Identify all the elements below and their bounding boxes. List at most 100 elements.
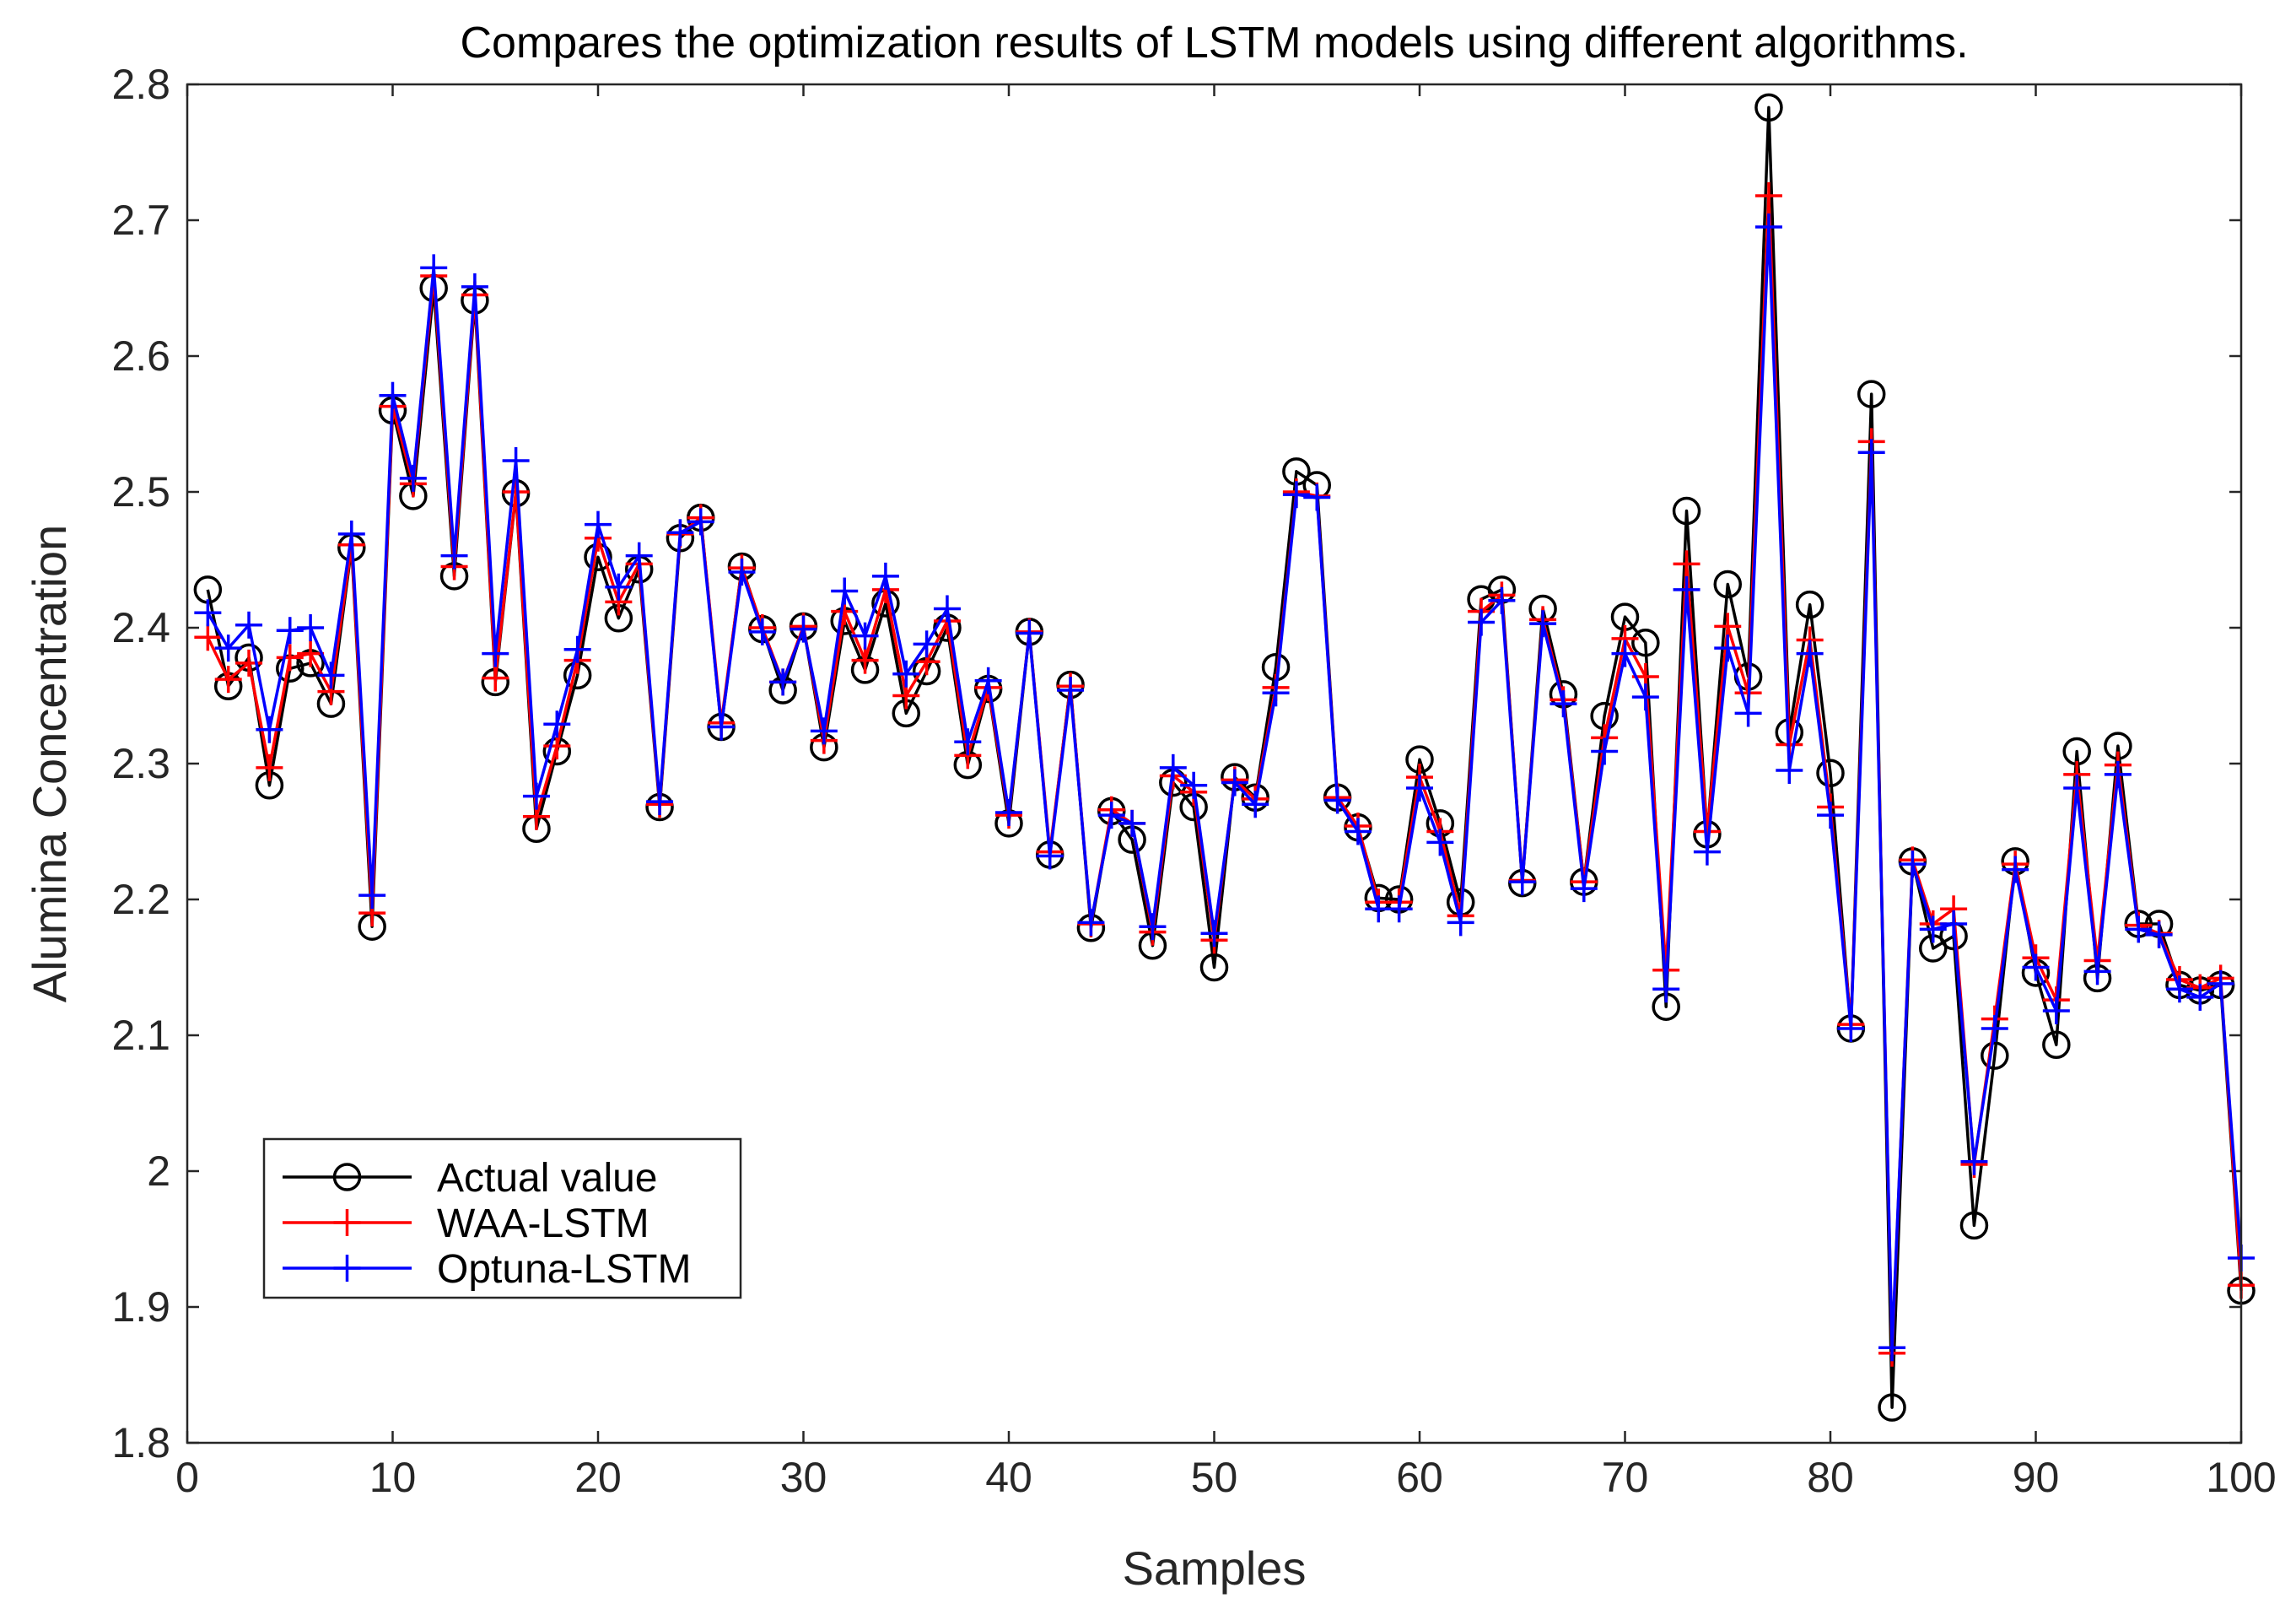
data-point (892, 660, 920, 688)
data-point (256, 716, 283, 743)
data-point (1631, 683, 1659, 711)
data-point (1242, 791, 1269, 818)
data-point (256, 753, 283, 781)
data-point (1878, 1334, 1906, 1362)
data-point (1036, 842, 1064, 870)
legend: Actual value WAA-LSTM Optuna-LSTM (262, 1137, 742, 1299)
series-line (206, 225, 2243, 1350)
x-tick-label: 0 (175, 1454, 199, 1501)
data-point (543, 710, 571, 738)
y-tick-label: 2.5 (111, 468, 170, 516)
data-point (1754, 182, 1782, 210)
legend-swatch-actual-value (283, 1163, 412, 1191)
y-tick-label: 2.6 (111, 332, 170, 380)
data-point (1323, 786, 1351, 814)
data-point (1652, 975, 1680, 1003)
y-tick-label: 1.9 (111, 1283, 170, 1331)
data-point (1673, 575, 1700, 603)
data-point (461, 273, 488, 300)
data-point (1097, 802, 1125, 829)
data-point (2186, 983, 2214, 1011)
data-point (1077, 909, 1105, 937)
data-point (522, 782, 550, 810)
data-point (2145, 921, 2173, 948)
data-point (1673, 550, 1700, 578)
data-point (482, 640, 509, 667)
data-point (1940, 910, 1968, 937)
data-point (1200, 920, 1228, 948)
data-point (1878, 1393, 1906, 1422)
data-point (317, 662, 345, 689)
data-point (1672, 496, 1701, 526)
data-point (194, 624, 222, 651)
y-tick-label: 2 (147, 1148, 170, 1195)
data-point (1734, 699, 1762, 727)
data-point (2104, 760, 2132, 788)
legend-label-waa-lstm: WAA-LSTM (437, 1202, 649, 1246)
y-tick-label: 2.3 (111, 740, 170, 787)
data-point (625, 542, 653, 570)
data-point (276, 617, 304, 645)
y-tick-label: 2.1 (111, 1012, 170, 1059)
data-point (214, 666, 242, 694)
axis-ticks: 0 10 20 30 40 50 60 70 80 90 100 1.8 1.9 2 2.1 2.2 2.3 2.… (111, 61, 2276, 1501)
data-point (871, 562, 899, 590)
data-point (297, 640, 325, 667)
data-point (1344, 818, 1372, 845)
data-point (748, 618, 776, 645)
legend-swatch-waa-lstm (283, 1209, 412, 1236)
data-point (687, 508, 714, 536)
y-tick-label: 2.4 (111, 604, 170, 651)
legend-label-actual-value: Actual value (437, 1156, 658, 1201)
data-point (933, 595, 961, 623)
data-point (1057, 677, 1085, 705)
x-tick-label: 80 (1807, 1454, 1854, 1501)
data-point (1837, 1014, 1865, 1042)
data-point (913, 630, 940, 658)
data-point (194, 599, 222, 627)
data-point (1796, 640, 1824, 667)
data-point (708, 713, 736, 741)
data-point (1570, 875, 1598, 903)
data-point (337, 520, 365, 548)
data-point (1426, 829, 1454, 856)
data-point (2165, 975, 2193, 1003)
data-point (585, 510, 612, 538)
data-point (1139, 913, 1167, 941)
y-tick-label: 2.8 (111, 61, 170, 108)
data-point (235, 611, 263, 639)
data-point (1016, 619, 1043, 647)
data-point (502, 446, 530, 474)
data-point (1919, 915, 1947, 943)
data-point (1816, 759, 1845, 788)
data-point (1714, 634, 1742, 662)
data-point (974, 667, 1002, 694)
data-point (1776, 757, 1803, 785)
y-tick-label: 1.8 (111, 1419, 170, 1466)
data-point (1754, 93, 1783, 122)
data-point (954, 728, 982, 756)
data-point (851, 646, 879, 674)
data-point (1960, 1148, 1988, 1175)
data-point (1447, 909, 1474, 937)
data-point (1385, 895, 1413, 923)
plot-frame (186, 83, 2243, 1444)
data-point (358, 882, 386, 910)
data-point (1550, 690, 1577, 718)
data-point (605, 573, 633, 601)
x-tick-label: 60 (1396, 1454, 1443, 1501)
series-optuna-lstm (194, 213, 2255, 1362)
data-point (1282, 481, 1310, 509)
data-point (1591, 737, 1619, 765)
data-point (1693, 838, 1721, 866)
x-tick-label: 70 (1602, 1454, 1649, 1501)
data-point (440, 542, 468, 570)
y-tick-label: 2.2 (111, 876, 170, 923)
legend-label-optuna-lstm: Optuna-LSTM (437, 1247, 691, 1292)
data-point (769, 668, 797, 696)
data-point (1468, 608, 1496, 636)
x-tick-label: 90 (2013, 1454, 2060, 1501)
data-point (810, 717, 838, 745)
